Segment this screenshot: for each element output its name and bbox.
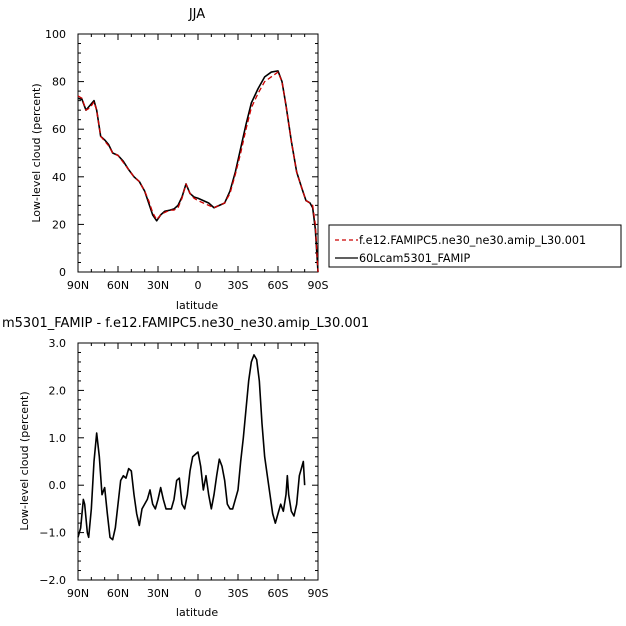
y-tick-label: 0.0: [49, 479, 67, 492]
x-tick-label: 30S: [228, 587, 249, 600]
top-panel: JJA 90N 60N 30N 0 30S 60S 90S 0 20 40 60 80 100 lat…: [30, 7, 329, 312]
x-tick-label: 60N: [107, 587, 129, 600]
legend-entry-1: f.e12.FAMIPC5.ne30_ne30.amip_L30.001: [359, 234, 586, 247]
y-tick-label: 100: [45, 28, 66, 41]
x-tick-label: 90S: [308, 279, 329, 292]
x-tick-label: 0: [195, 279, 202, 292]
legend-entry-2: 60Lcam5301_FAMIP: [359, 252, 470, 265]
x-tick-label: 60S: [268, 587, 289, 600]
legend-box: [328, 224, 622, 268]
bottom-plot-frame: [77, 342, 319, 581]
y-tick-label: −1.0: [39, 527, 66, 540]
x-tick-label: 30N: [147, 587, 169, 600]
x-tick-label: 90N: [67, 587, 89, 600]
y-tick-label: 40: [52, 171, 66, 184]
top-x-axis-label: latitude: [176, 299, 218, 312]
legend: f.e12.FAMIPC5.ne30_ne30.amip_L30.001 60L…: [328, 224, 622, 268]
y-tick-label: −2.0: [39, 574, 66, 587]
y-tick-label: 20: [52, 218, 66, 231]
top-y-axis-label: Low-level cloud (percent): [30, 83, 43, 222]
top-chart-title: JJA: [188, 7, 205, 22]
y-tick-label: 3.0: [49, 337, 67, 350]
bottom-y-axis-label: Low-level cloud (percent): [18, 391, 31, 530]
y-tick-label: 60: [52, 123, 66, 136]
y-tick-label: 1.0: [49, 432, 67, 445]
x-tick-label: 90N: [67, 279, 89, 292]
y-tick-label: 0: [59, 266, 66, 279]
bottom-x-axis-label: latitude: [176, 606, 218, 619]
x-tick-label: 30S: [228, 279, 249, 292]
series-line-red-dashed: [77, 71, 319, 273]
series-line-black: [77, 354, 306, 541]
y-tick-label: 2.0: [49, 384, 67, 397]
x-tick-label: 0: [195, 587, 202, 600]
x-tick-label: 90S: [308, 587, 329, 600]
bottom-panel: m5301_FAMIP - f.e12.FAMIPC5.ne30_ne30.am…: [2, 316, 369, 619]
y-tick-label: 80: [52, 76, 66, 89]
x-tick-label: 60S: [268, 279, 289, 292]
bottom-chart-title: m5301_FAMIP - f.e12.FAMIPC5.ne30_ne30.am…: [2, 316, 369, 331]
series-line-black: [77, 70, 319, 273]
x-tick-label: 60N: [107, 279, 129, 292]
x-tick-label: 30N: [147, 279, 169, 292]
